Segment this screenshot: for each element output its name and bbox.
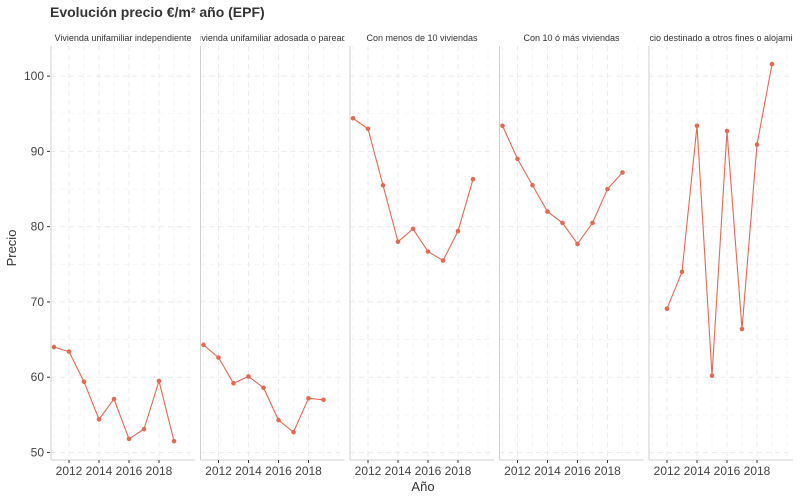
data-point — [141, 426, 147, 432]
data-point — [201, 342, 206, 348]
data-point — [739, 326, 745, 332]
data-point — [694, 123, 700, 129]
facet-strip-label: Con menos de 10 viviendas — [366, 33, 478, 43]
data-point — [440, 258, 446, 263]
data-point — [515, 156, 520, 162]
data-point — [709, 373, 715, 378]
x-tick-label: 2018 — [295, 464, 322, 478]
data-point — [96, 417, 102, 422]
data-point — [306, 395, 311, 401]
y-axis-label: Precio — [4, 230, 19, 267]
data-point — [470, 176, 476, 182]
data-point — [321, 397, 326, 403]
x-tick-label: 2018 — [146, 464, 173, 478]
data-point — [545, 209, 550, 214]
data-point — [605, 186, 610, 192]
x-tick-label: 2014 — [235, 464, 262, 478]
facet-strip-label: Vivienda unifamiliar independiente — [55, 33, 192, 43]
y-tick-label: 80 — [31, 220, 45, 234]
data-point — [620, 170, 625, 175]
data-point — [410, 226, 416, 232]
y-tick-label: 60 — [31, 370, 45, 384]
chart-title: Evolución precio €/m² año (EPF) — [50, 4, 265, 20]
facet-strip-label: Con 10 ó más viviendas — [523, 33, 620, 43]
data-point — [261, 385, 266, 391]
data-point — [425, 249, 431, 254]
x-tick-label: 2016 — [265, 464, 292, 478]
data-point — [500, 123, 505, 129]
x-tick-label: 2016 — [415, 464, 442, 478]
x-tick-label: 2014 — [385, 464, 412, 478]
x-tick-label: 2018 — [445, 464, 472, 478]
data-point — [590, 220, 595, 226]
y-tick-label: 70 — [31, 295, 45, 309]
series-line — [666, 63, 773, 376]
x-tick-label: 2016 — [714, 464, 741, 478]
facet-panel: Con 10 ó más viviendas 2012 2014 2016 2018 — [499, 33, 644, 478]
data-point — [171, 438, 177, 444]
x-tick-label: 2012 — [355, 464, 382, 478]
data-point — [365, 126, 371, 132]
x-axis-label: Año — [411, 479, 434, 494]
data-point — [380, 182, 386, 188]
data-point — [216, 355, 221, 360]
data-point — [276, 417, 281, 423]
x-tick-label: 2016 — [564, 464, 591, 478]
data-point — [575, 241, 580, 247]
x-tick-label: 2012 — [654, 464, 681, 478]
y-axis-ticks: 50 60 70 80 90 100 — [24, 69, 50, 459]
x-tick-label: 2016 — [116, 464, 143, 478]
x-tick-label: 2012 — [504, 464, 531, 478]
x-tick-label: 2012 — [56, 464, 83, 478]
x-tick-label: 2018 — [744, 464, 771, 478]
y-tick-label: 90 — [31, 144, 45, 158]
data-point — [560, 220, 565, 226]
facet-strip-label: Edificio destinado a otros fines o aloja… — [632, 33, 800, 43]
data-point — [724, 128, 730, 134]
y-tick-label: 50 — [31, 445, 45, 459]
data-point — [769, 61, 775, 67]
x-tick-label: 2018 — [594, 464, 621, 478]
data-point — [679, 269, 685, 275]
data-point — [111, 396, 117, 402]
data-point — [664, 306, 670, 312]
data-point — [395, 239, 401, 245]
facet-panel: Edificio destinado a otros fines o aloja… — [632, 33, 800, 478]
x-tick-label: 2014 — [534, 464, 561, 478]
data-point — [231, 380, 236, 386]
x-tick-label: 2012 — [205, 464, 232, 478]
data-point — [126, 436, 132, 442]
data-point — [81, 379, 87, 385]
x-tick-label: 2014 — [684, 464, 711, 478]
data-point — [455, 228, 461, 234]
data-point — [156, 378, 162, 384]
data-point — [66, 349, 72, 354]
x-tick-label: 2014 — [86, 464, 113, 478]
data-point — [51, 344, 57, 350]
facet-panel: Con menos de 10 viviendas 2012 2014 2016 201… — [349, 33, 494, 478]
facet-strip-label: Vivienda unifamiliar adosada o pareada — [194, 33, 352, 43]
y-tick-label: 100 — [24, 69, 44, 83]
data-point — [754, 142, 760, 147]
data-point — [291, 429, 296, 435]
data-point — [246, 374, 251, 379]
facet-panel: Vivienda unifamiliar adosada o pareada 20… — [194, 33, 352, 478]
data-point — [350, 115, 356, 121]
data-point — [530, 182, 535, 188]
